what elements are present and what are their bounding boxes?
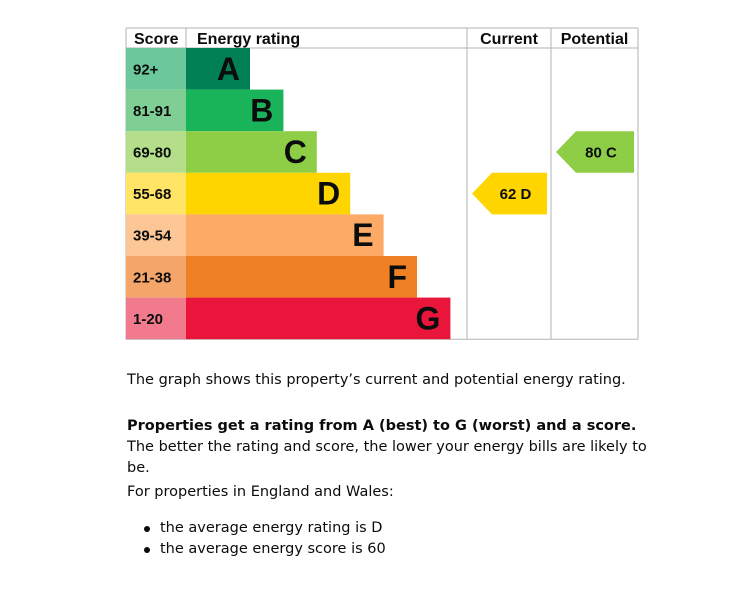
rating-bar-a <box>186 48 250 90</box>
rating-letter-b: B <box>250 92 273 128</box>
header-energy-rating: Energy rating <box>197 31 300 48</box>
average-list: the average energy rating is D the avera… <box>127 518 680 560</box>
score-cell-b <box>126 89 186 132</box>
header-current: Current <box>480 31 538 48</box>
score-label-d: 55-68 <box>133 186 171 203</box>
score-label-g: 1-20 <box>133 311 163 328</box>
rating-bar-e <box>186 214 384 256</box>
rating-bar-d <box>186 172 351 215</box>
score-label-c: 69-80 <box>133 145 171 162</box>
rating-bar-g <box>186 297 451 340</box>
score-label-b: 81-91 <box>133 103 171 120</box>
score-label-a: 92+ <box>133 61 159 78</box>
score-cell-a <box>126 48 186 90</box>
rating-letter-e: E <box>352 217 373 253</box>
energy-rating-chart: 92+ A81-91 B69-80 C55-68 D39-54 E21-38 F1-20 G … <box>125 27 639 340</box>
current-rating-arrow <box>472 172 547 215</box>
rating-explanation: Properties get a rating from A (best) to… <box>127 416 647 479</box>
header-score: Score <box>134 31 179 48</box>
score-label-f: 21-38 <box>133 269 171 286</box>
rating-bar-f <box>186 256 417 298</box>
score-cell-c <box>126 131 186 173</box>
chart-description: The graph shows this property’s current … <box>127 372 626 388</box>
score-cell-d <box>126 172 186 215</box>
score-label-e: 39-54 <box>133 228 172 245</box>
potential-rating-label: 80 C <box>585 145 617 162</box>
rating-bars: 92+ A 81-91 B 69-80 C 55-68 D 39-54 E 21-38 F 1-20 G <box>126 48 451 340</box>
rating-markers: 62 D 80 C <box>472 131 634 215</box>
rating-letter-d: D <box>317 176 340 212</box>
score-cell-e <box>126 214 186 256</box>
rating-explanation-rest: The better the rating and score, the low… <box>127 439 647 476</box>
average-rating-item: the average energy rating is D <box>144 518 680 539</box>
chart-headers: Score Energy rating Current Potential <box>134 31 628 48</box>
rating-letter-f: F <box>387 259 407 295</box>
rating-letter-a: A <box>217 51 240 87</box>
average-intro: For properties in England and Wales: <box>127 484 394 500</box>
score-cell-f <box>126 256 186 298</box>
rating-bar-b <box>186 89 284 132</box>
rating-explanation-bold: Properties get a rating from A (best) to… <box>127 418 637 434</box>
rating-letter-c: C <box>284 134 307 170</box>
average-score-item: the average energy score is 60 <box>144 539 680 560</box>
rating-letter-g: G <box>416 300 441 336</box>
current-rating-label: 62 D <box>500 186 532 203</box>
rating-bar-c <box>186 131 317 173</box>
header-potential: Potential <box>561 31 629 48</box>
potential-rating-arrow <box>556 131 634 173</box>
score-cell-g <box>126 297 186 340</box>
